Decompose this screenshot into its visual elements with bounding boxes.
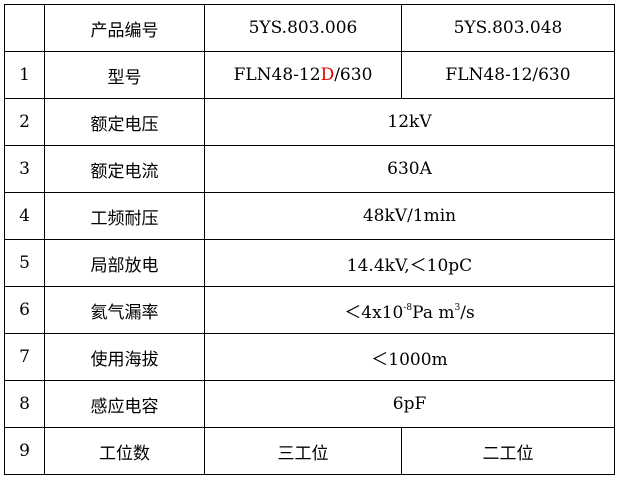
row-num: 9 <box>4 427 45 475</box>
row-label: 工频耐压 <box>44 192 205 240</box>
row-num: 1 <box>4 51 45 99</box>
row-num: 6 <box>4 286 45 334</box>
table-row: 3 额定电流 630A <box>4 145 615 193</box>
row-label: 感应电容 <box>44 380 205 428</box>
row-value: 6pF <box>204 380 615 428</box>
row-value: 48kV/1min <box>204 192 615 240</box>
leak-rate-unit-suffix: /s <box>460 302 475 323</box>
model-value-1: FLN48-12D/630 <box>204 51 402 99</box>
row-label: 型号 <box>44 51 205 99</box>
row-value: 12kV <box>204 98 615 146</box>
model-highlight: D <box>320 65 335 85</box>
row-num: 7 <box>4 333 45 381</box>
table-row: 4 工频耐压 48kV/1min <box>4 192 615 240</box>
row-value: ＜1000m <box>204 333 615 381</box>
leak-rate-unit-exponent: 3 <box>454 302 461 313</box>
row-num: 5 <box>4 239 45 287</box>
model-suffix: /630 <box>334 65 373 85</box>
leak-rate-exponent: -8 <box>403 302 413 313</box>
table-row: 7 使用海拔 ＜1000m <box>4 333 615 381</box>
row-label: 额定电流 <box>44 145 205 193</box>
row-value-1: 三工位 <box>204 427 402 475</box>
row-value: ＜4x10-8Pa m3/s <box>204 286 615 334</box>
header-name-cell: 产品编号 <box>44 4 205 52</box>
header-product-code-1: 5YS.803.006 <box>204 4 402 52</box>
header-num-cell <box>4 4 45 52</box>
row-value: 630A <box>204 145 615 193</box>
row-label: 额定电压 <box>44 98 205 146</box>
row-num: 3 <box>4 145 45 193</box>
spec-table: 产品编号 5YS.803.006 5YS.803.048 1 型号 FLN48-… <box>4 4 615 475</box>
row-num: 4 <box>4 192 45 240</box>
leak-rate-unit: Pa m <box>412 302 455 323</box>
table-row: 6 氦气漏率 ＜4x10-8Pa m3/s <box>4 286 615 334</box>
header-product-code-2: 5YS.803.048 <box>401 4 615 52</box>
table-row: 9 工位数 三工位 二工位 <box>4 427 615 475</box>
row-num: 2 <box>4 98 45 146</box>
model-prefix: FLN48-12 <box>233 65 321 85</box>
table-row: 5 局部放电 14.4kV,＜10pC <box>4 239 615 287</box>
model-value-2: FLN48-12/630 <box>401 51 615 99</box>
row-value: 14.4kV,＜10pC <box>204 239 615 287</box>
row-label: 使用海拔 <box>44 333 205 381</box>
leak-rate-base: ＜4x10 <box>344 302 404 323</box>
table-row: 2 额定电压 12kV <box>4 98 615 146</box>
row-label: 工位数 <box>44 427 205 475</box>
row-value-2: 二工位 <box>401 427 615 475</box>
row-label: 局部放电 <box>44 239 205 287</box>
row-num: 8 <box>4 380 45 428</box>
row-label: 氦气漏率 <box>44 286 205 334</box>
table-row: 1 型号 FLN48-12D/630 FLN48-12/630 <box>4 51 615 99</box>
table-row: 8 感应电容 6pF <box>4 380 615 428</box>
table-header-row: 产品编号 5YS.803.006 5YS.803.048 <box>4 4 615 52</box>
